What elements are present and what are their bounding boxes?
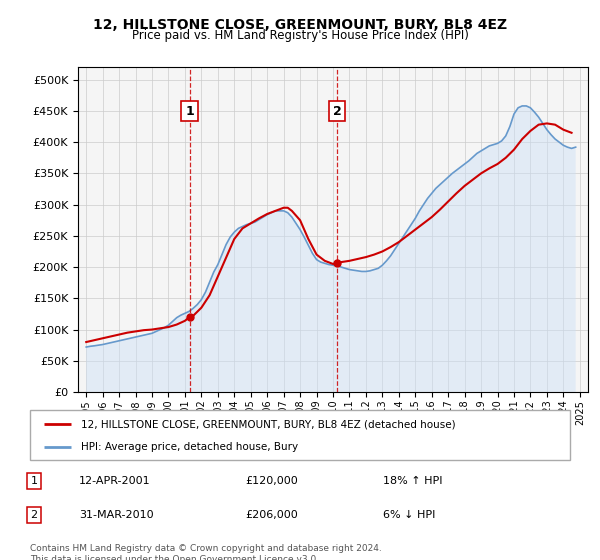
Text: Price paid vs. HM Land Registry's House Price Index (HPI): Price paid vs. HM Land Registry's House … <box>131 29 469 42</box>
FancyBboxPatch shape <box>30 410 570 460</box>
Text: 12-APR-2001: 12-APR-2001 <box>79 476 151 486</box>
Text: 18% ↑ HPI: 18% ↑ HPI <box>383 476 442 486</box>
Text: £206,000: £206,000 <box>245 510 298 520</box>
Text: 12, HILLSTONE CLOSE, GREENMOUNT, BURY, BL8 4EZ (detached house): 12, HILLSTONE CLOSE, GREENMOUNT, BURY, B… <box>82 419 456 429</box>
Text: £120,000: £120,000 <box>245 476 298 486</box>
Text: HPI: Average price, detached house, Bury: HPI: Average price, detached house, Bury <box>82 442 298 452</box>
Text: 12, HILLSTONE CLOSE, GREENMOUNT, BURY, BL8 4EZ: 12, HILLSTONE CLOSE, GREENMOUNT, BURY, B… <box>93 18 507 32</box>
Text: 6% ↓ HPI: 6% ↓ HPI <box>383 510 435 520</box>
Text: Contains HM Land Registry data © Crown copyright and database right 2024.
This d: Contains HM Land Registry data © Crown c… <box>30 544 382 560</box>
Text: 2: 2 <box>333 105 341 118</box>
Text: 2: 2 <box>31 510 37 520</box>
Text: 1: 1 <box>185 105 194 118</box>
Text: 31-MAR-2010: 31-MAR-2010 <box>79 510 154 520</box>
Text: 1: 1 <box>31 476 37 486</box>
